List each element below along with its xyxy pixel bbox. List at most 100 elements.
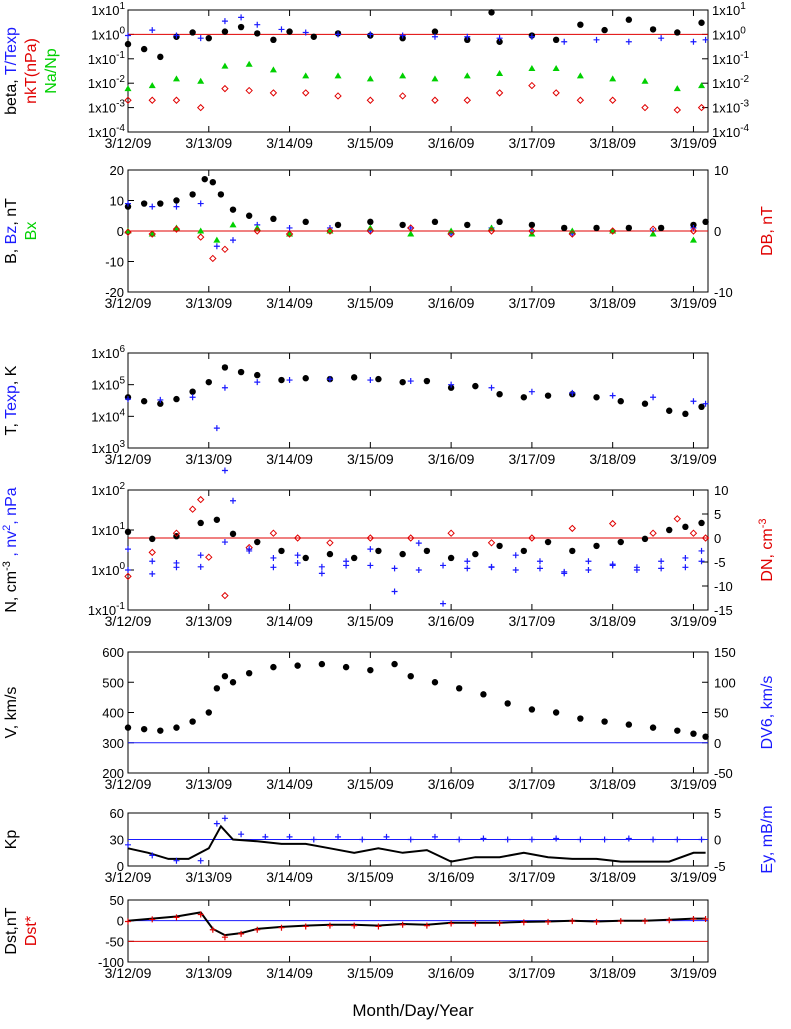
data-point-N-0 xyxy=(423,547,431,555)
data-point-N-2 xyxy=(447,529,455,537)
x-tick-label: 3/15/09 xyxy=(347,965,394,981)
data-point-V-0 xyxy=(552,709,560,716)
data-point-B-3 xyxy=(568,230,576,238)
data-point-Dst-1 xyxy=(448,920,455,927)
data-point-B-3 xyxy=(528,227,536,235)
data-point-B-2 xyxy=(172,224,180,231)
data-point-Dst-1 xyxy=(221,934,228,941)
data-point-beta-1 xyxy=(302,29,309,36)
data-point-B-0 xyxy=(270,215,277,222)
data-point-N-2 xyxy=(205,553,213,561)
data-point-Kp-1 xyxy=(698,836,705,843)
x-tick-label: 3/19/09 xyxy=(670,869,717,885)
data-point-beta-2 xyxy=(463,72,471,79)
data-point-T-0 xyxy=(254,371,261,379)
data-point-beta-0 xyxy=(674,29,681,36)
data-point-B-2 xyxy=(649,230,657,237)
data-point-T-1 xyxy=(650,394,657,401)
data-point-B-3 xyxy=(124,228,132,236)
data-point-B-0 xyxy=(561,224,568,232)
data-point-V-1 xyxy=(230,497,237,504)
x-tick-label: 3/16/09 xyxy=(428,613,475,629)
data-point-T-1 xyxy=(690,398,697,405)
y-axis-title-2-beta: nkT(nPa) xyxy=(23,38,40,104)
data-point-beta-1 xyxy=(149,27,156,34)
data-point-Kp-1 xyxy=(310,836,317,843)
data-point-T-0 xyxy=(520,394,528,401)
data-point-N-0 xyxy=(124,528,132,536)
data-point-T-1 xyxy=(569,389,576,396)
x-tick-label: 3/13/09 xyxy=(185,776,232,792)
data-point-V-1 xyxy=(698,558,705,565)
y-tick-label-right: -15 xyxy=(714,603,733,618)
data-point-V-0 xyxy=(124,724,132,731)
data-point-B-3 xyxy=(689,227,698,235)
data-point-V-0 xyxy=(674,727,681,734)
y-axis-title-Dst: Dst,nT xyxy=(3,907,20,954)
y-tick-label: 1x103 xyxy=(91,439,125,456)
x-tick-label: 3/17/09 xyxy=(509,451,556,467)
data-point-beta-2 xyxy=(576,72,584,79)
data-point-beta-0 xyxy=(464,36,471,44)
data-point-B-0 xyxy=(528,221,536,229)
data-point-N-0 xyxy=(278,547,285,555)
data-point-B-2 xyxy=(229,221,237,228)
data-point-B-3 xyxy=(487,227,496,235)
y-tick-label: -20 xyxy=(105,285,124,300)
data-point-Kp-1 xyxy=(125,841,131,848)
data-point-V-0 xyxy=(205,709,212,716)
data-point-V-0 xyxy=(455,685,463,692)
data-point-V-1 xyxy=(270,564,277,571)
y-tick-label-right: 0 xyxy=(714,224,721,239)
data-point-B-1 xyxy=(286,224,293,231)
x-tick-label: 3/13/09 xyxy=(185,613,232,629)
data-point-V-0 xyxy=(431,679,439,686)
x-tick-label: 3/19/09 xyxy=(670,776,717,792)
data-point-T-0 xyxy=(189,388,196,395)
data-point-B-0 xyxy=(593,224,600,232)
y-tick-label-right: 1x10-2 xyxy=(712,74,750,91)
data-point-T-0 xyxy=(237,368,245,376)
data-point-V-1 xyxy=(343,558,350,565)
data-point-N-1 xyxy=(415,567,422,573)
data-point-beta-3 xyxy=(552,89,560,97)
x-tick-label: 3/18/09 xyxy=(589,869,636,885)
y-tick-label-right: -10 xyxy=(714,579,733,594)
data-point-Kp-1 xyxy=(480,835,487,842)
data-point-beta-3 xyxy=(398,92,407,100)
data-point-B-2 xyxy=(197,227,205,234)
data-point-Dst-1 xyxy=(702,916,709,923)
data-point-Dst-1 xyxy=(254,926,261,933)
data-point-N-1 xyxy=(294,559,301,566)
y-tick-label: 200 xyxy=(102,766,124,781)
data-point-V-1 xyxy=(367,546,374,553)
y-axis-title-T: T, Texp, K xyxy=(3,365,20,435)
y-tick-label: 1x101 xyxy=(91,1,125,18)
data-point-B-3 xyxy=(221,245,229,254)
data-point-beta-1 xyxy=(254,21,261,28)
data-point-B-3 xyxy=(253,227,261,235)
x-tick-label: 3/12/09 xyxy=(105,776,152,792)
data-point-T-0 xyxy=(544,392,552,399)
data-point-V-0 xyxy=(407,673,414,680)
data-point-beta-3 xyxy=(463,96,471,104)
x-tick-label: 3/17/09 xyxy=(509,613,556,629)
data-point-B-3 xyxy=(209,254,217,263)
y-tick-label: 600 xyxy=(102,645,124,660)
x-tick-label: 3/18/09 xyxy=(589,965,636,981)
data-point-B-3 xyxy=(196,233,205,241)
data-point-B-0 xyxy=(399,221,406,229)
data-point-beta-0 xyxy=(205,34,212,42)
x-tick-label: 3/13/09 xyxy=(185,965,232,981)
x-tick-label: 3/16/09 xyxy=(428,135,475,151)
x-tick-label: 3/12/09 xyxy=(105,135,152,151)
data-point-Kp-1 xyxy=(456,836,463,843)
data-point-B-0 xyxy=(464,221,471,229)
data-point-B-3 xyxy=(447,230,455,238)
plot-frame-beta xyxy=(127,9,709,133)
data-point-Kp-1 xyxy=(431,833,438,840)
data-point-T-1 xyxy=(189,394,196,401)
data-point-B-0 xyxy=(201,175,208,183)
data-point-Dst-1 xyxy=(472,920,479,927)
data-point-B-1 xyxy=(407,224,414,231)
